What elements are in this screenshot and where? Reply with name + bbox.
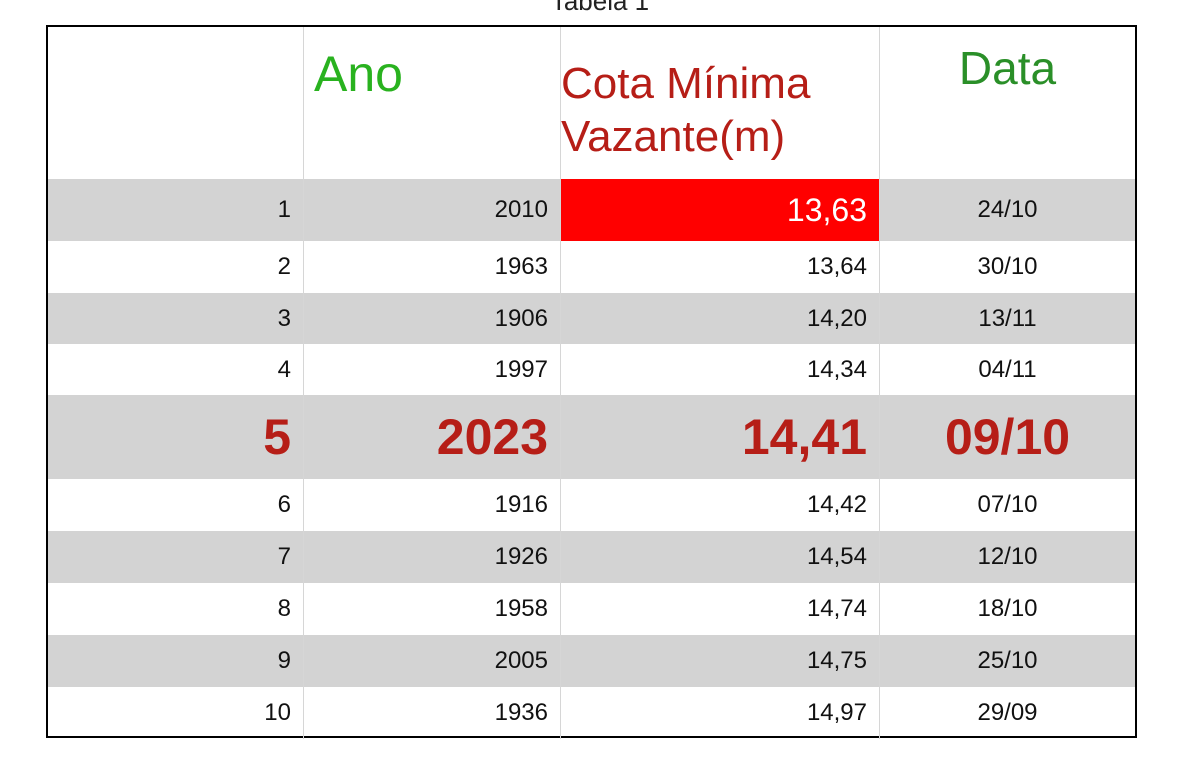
data-cell: 30/10 bbox=[977, 253, 1038, 280]
rank-cell: 1 bbox=[48, 179, 304, 241]
cota-cell: 14,34 bbox=[561, 344, 880, 395]
ano-cell: 1906 bbox=[304, 293, 561, 344]
header-data: Data bbox=[958, 42, 1057, 94]
data-cell: 18/10 bbox=[977, 595, 1038, 622]
ranking-table: Ano Cota Mínima Vazante(m) Data 1 2010 1… bbox=[46, 25, 1137, 739]
table-row: 7 1926 14,54 12/10 bbox=[48, 531, 1135, 583]
ano-cell: 1963 bbox=[304, 241, 561, 293]
table-row: 2 1963 13,64 30/10 bbox=[48, 241, 1135, 293]
table-row: 8 1958 14,74 18/10 bbox=[48, 583, 1135, 635]
table-row: 9 2005 14,75 25/10 bbox=[48, 635, 1135, 687]
cota-cell: 14,97 bbox=[561, 687, 880, 739]
rank-cell: 8 bbox=[48, 583, 304, 635]
rank-cell: 2 bbox=[48, 241, 304, 293]
cota-cell: 14,74 bbox=[561, 583, 880, 635]
ano-cell: 1936 bbox=[304, 687, 561, 739]
cota-cell: 14,75 bbox=[561, 635, 880, 687]
table-row: 4 1997 14,34 04/11 bbox=[48, 344, 1135, 395]
rank-cell: 6 bbox=[48, 479, 304, 531]
data-cell: 25/10 bbox=[977, 647, 1038, 674]
data-cell: 13/11 bbox=[978, 304, 1037, 332]
header-rank-cell bbox=[48, 27, 304, 179]
cota-cell-highlight: 13,63 bbox=[561, 179, 880, 241]
data-cell: 29/09 bbox=[977, 699, 1038, 726]
table-row-highlight: 5 2023 14,41 09/10 bbox=[48, 395, 1135, 479]
rank-cell: 7 bbox=[48, 531, 304, 583]
cota-cell: 14,41 bbox=[561, 395, 880, 479]
table-row: 1 2010 13,63 24/10 bbox=[48, 179, 1135, 241]
data-cell: 07/10 bbox=[977, 491, 1038, 518]
table-row: 6 1916 14,42 07/10 bbox=[48, 479, 1135, 531]
header-cota-minima: Cota Mínima Vazante(m) bbox=[561, 27, 880, 179]
data-cell: 12/10 bbox=[977, 543, 1038, 570]
ano-cell: 1997 bbox=[304, 344, 561, 395]
ano-cell: 2005 bbox=[304, 635, 561, 687]
ano-cell: 2010 bbox=[304, 179, 561, 241]
header-cota-line1: Cota Mínima bbox=[561, 59, 811, 109]
rank-cell: 3 bbox=[48, 293, 304, 344]
cota-cell: 13,64 bbox=[561, 241, 880, 293]
data-cell: 09/10 bbox=[944, 409, 1071, 465]
ano-cell: 1916 bbox=[304, 479, 561, 531]
table-caption: Tabela 1 bbox=[550, 0, 650, 16]
ano-cell: 2023 bbox=[304, 395, 561, 479]
rank-cell: 5 bbox=[48, 395, 304, 479]
rank-cell: 4 bbox=[48, 344, 304, 395]
cota-cell: 14,54 bbox=[561, 531, 880, 583]
ano-cell: 1926 bbox=[304, 531, 561, 583]
ano-cell: 1958 bbox=[304, 583, 561, 635]
rank-cell: 10 bbox=[48, 687, 304, 739]
rank-cell: 9 bbox=[48, 635, 304, 687]
header-ano: Ano bbox=[304, 27, 561, 179]
table-row: 3 1906 14,20 13/11 bbox=[48, 293, 1135, 344]
data-cell: 24/10 bbox=[977, 196, 1038, 223]
cota-cell: 14,20 bbox=[561, 293, 880, 344]
cota-cell: 14,42 bbox=[561, 479, 880, 531]
table-row: 10 1936 14,97 29/09 bbox=[48, 687, 1135, 739]
table-header-row: Ano Cota Mínima Vazante(m) Data bbox=[48, 27, 1135, 179]
data-cell: 04/11 bbox=[978, 355, 1037, 383]
header-cota-line2: Vazante(m) bbox=[561, 112, 786, 161]
